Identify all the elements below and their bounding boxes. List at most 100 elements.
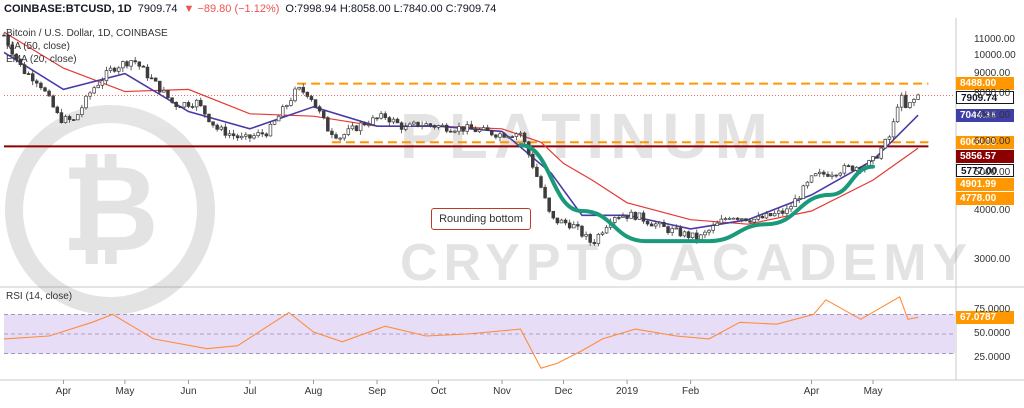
ma-legend: MA (50, close) xyxy=(6,41,70,52)
candle-down xyxy=(522,132,527,143)
candle-down xyxy=(59,112,64,123)
candle-up xyxy=(715,222,719,226)
candle-up xyxy=(789,206,793,210)
candle-down xyxy=(760,215,765,219)
candle-up xyxy=(76,114,80,121)
candle-down xyxy=(112,67,117,72)
price-tick-label: 11000.00 xyxy=(974,33,1015,45)
candle-down xyxy=(55,106,60,113)
ohlc-values: O:7998.94 H:8058.00 L:7840.00 C:7909.74 xyxy=(285,3,497,15)
candle-down xyxy=(301,86,305,93)
candle-up xyxy=(842,165,847,174)
candle-down xyxy=(535,166,539,177)
candle-up xyxy=(252,135,256,139)
candle-up xyxy=(871,156,875,161)
candle-down xyxy=(567,222,572,229)
candle-down xyxy=(547,197,551,212)
candle-down xyxy=(67,116,72,120)
candle-up xyxy=(690,232,695,239)
candle-up xyxy=(731,217,736,220)
watermark-line-2: CRYPTO ACADEMY xyxy=(400,234,973,292)
candle-up xyxy=(457,126,461,132)
candle-down xyxy=(686,231,691,239)
candle-down xyxy=(30,73,35,82)
candle-up xyxy=(182,102,187,108)
candle-up xyxy=(289,100,293,106)
rsi-tick-label: 50.0000 xyxy=(974,328,1011,339)
time-tick-label: Jun xyxy=(180,386,197,397)
candle-up xyxy=(912,99,916,103)
candle-up xyxy=(280,106,285,117)
candle-down xyxy=(199,99,203,107)
candle-up xyxy=(629,211,633,219)
time-tick-label: May xyxy=(863,386,883,397)
candle-up xyxy=(797,198,801,200)
candle-up xyxy=(772,212,777,217)
candle-down xyxy=(326,117,330,132)
candle-up xyxy=(514,133,519,137)
candle-down xyxy=(231,133,236,137)
candle-down xyxy=(469,124,474,130)
candle-up xyxy=(104,70,109,82)
candle-up xyxy=(129,60,133,67)
candle-down xyxy=(678,227,683,237)
candle-up xyxy=(682,231,687,237)
candle-down xyxy=(633,211,638,220)
candle-down xyxy=(666,226,670,233)
rsi-value-tag: 67.0787 xyxy=(956,310,1014,324)
rounding-bottom-annotation: Rounding bottom xyxy=(431,208,531,230)
candle-up xyxy=(887,136,892,140)
candle-up xyxy=(727,217,732,220)
candle-up xyxy=(100,80,105,86)
candle-down xyxy=(834,174,838,177)
candle-down xyxy=(264,133,269,137)
candle-up xyxy=(194,99,199,108)
candle-up xyxy=(412,121,416,125)
candle-down xyxy=(850,165,855,171)
candle-down xyxy=(186,102,191,107)
candle-down xyxy=(748,220,752,223)
candle-down xyxy=(781,210,785,214)
candle-down xyxy=(444,124,449,132)
ma-50-line xyxy=(3,31,919,225)
candle-down xyxy=(354,125,359,132)
candle-up xyxy=(813,173,818,177)
candle-up xyxy=(670,228,674,233)
candle-down xyxy=(39,82,43,89)
candle-down xyxy=(494,134,498,138)
candle-down xyxy=(695,232,699,240)
candle-up xyxy=(424,123,428,126)
price-tick-label: 6000.00 xyxy=(974,136,1011,148)
candle-up xyxy=(776,210,781,214)
candle-up xyxy=(809,175,814,183)
candle-up xyxy=(719,218,724,224)
candle-up xyxy=(572,224,576,229)
candle-up xyxy=(883,138,888,149)
symbol-label: COINBASE:BTCUSD, 1D xyxy=(4,3,132,15)
candle-down xyxy=(149,77,154,80)
price-change: ▼ −89.80 (−1.12%) xyxy=(183,3,280,15)
candle-up xyxy=(371,117,375,125)
candle-down xyxy=(617,217,621,219)
candle-up xyxy=(63,116,68,123)
candle-up xyxy=(117,67,121,72)
candle-up xyxy=(121,61,125,69)
candle-up xyxy=(481,127,486,131)
candle-down xyxy=(14,53,19,60)
candle-up xyxy=(613,217,617,223)
candle-up xyxy=(764,213,769,219)
candle-up xyxy=(379,113,383,119)
candle-down xyxy=(305,91,310,97)
candle-up xyxy=(654,223,658,227)
candle-down xyxy=(26,73,31,75)
rsi-tick-label: 25.0000 xyxy=(974,352,1011,364)
time-tick-label: May xyxy=(115,386,135,397)
price-tag: 5856.57 xyxy=(956,149,1014,163)
candle-up xyxy=(817,171,822,174)
candle-down xyxy=(211,121,215,126)
candle-down xyxy=(362,122,367,126)
candle-down xyxy=(395,118,400,124)
candle-up xyxy=(285,105,289,107)
